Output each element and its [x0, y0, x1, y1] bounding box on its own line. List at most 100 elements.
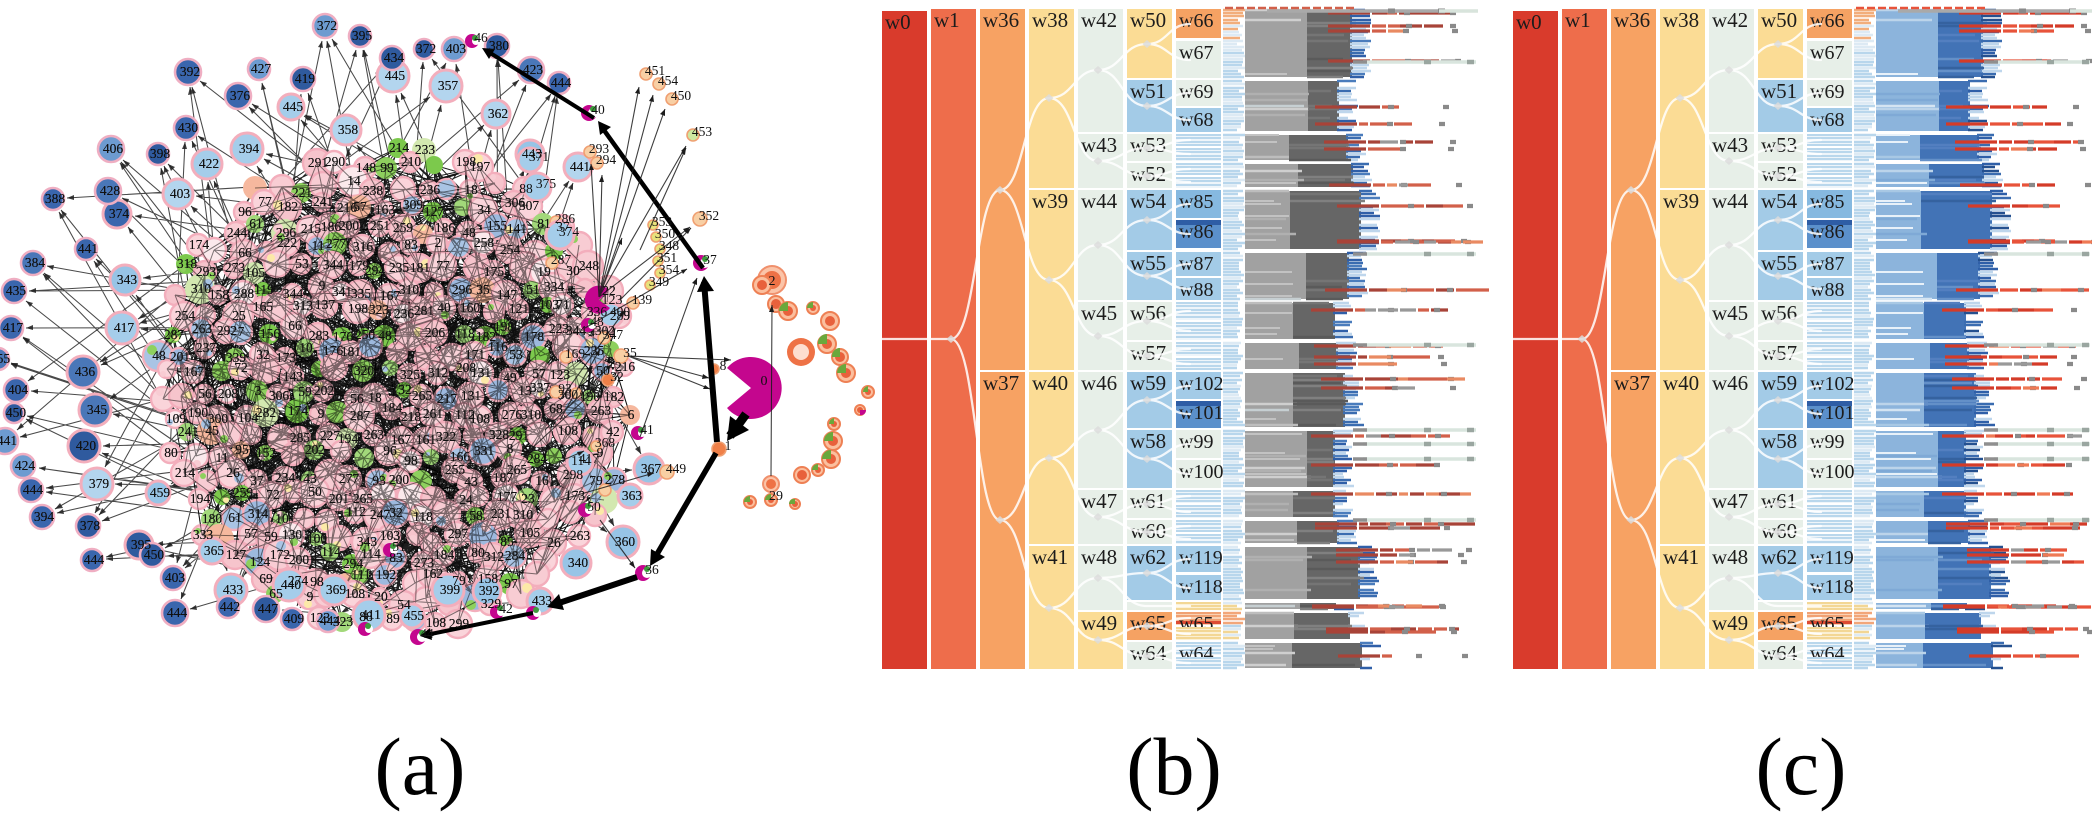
- svg-text:450: 450: [671, 88, 692, 103]
- svg-text:428: 428: [100, 183, 121, 198]
- svg-text:71: 71: [556, 297, 570, 312]
- svg-text:265: 265: [412, 388, 433, 403]
- svg-text:45: 45: [205, 423, 219, 438]
- svg-text:w69: w69: [1810, 81, 1844, 103]
- svg-text:w46: w46: [1712, 371, 1748, 395]
- svg-text:72: 72: [234, 360, 248, 375]
- svg-text:14: 14: [347, 173, 361, 188]
- svg-text:w40: w40: [1663, 371, 1699, 395]
- svg-text:14: 14: [347, 173, 361, 188]
- svg-text:167: 167: [184, 364, 205, 379]
- svg-text:312: 312: [484, 549, 504, 564]
- svg-text:69: 69: [259, 571, 273, 586]
- svg-text:181: 181: [410, 260, 430, 275]
- svg-text:57: 57: [244, 526, 258, 541]
- svg-text:18: 18: [464, 182, 478, 197]
- svg-text:83: 83: [404, 237, 418, 252]
- svg-text:66: 66: [238, 245, 252, 260]
- svg-text:w0: w0: [1516, 10, 1542, 34]
- svg-text:244: 244: [227, 225, 248, 240]
- svg-text:259: 259: [393, 220, 414, 235]
- svg-text:444: 444: [84, 552, 105, 567]
- svg-text:198: 198: [348, 301, 369, 316]
- svg-text:455: 455: [0, 351, 10, 366]
- svg-text:197: 197: [470, 159, 491, 174]
- svg-text:235: 235: [389, 260, 410, 275]
- svg-text:334: 334: [544, 279, 565, 294]
- svg-text:358: 358: [338, 122, 359, 137]
- svg-text:34: 34: [477, 202, 491, 217]
- svg-text:328: 328: [489, 427, 510, 442]
- svg-text:445: 445: [385, 68, 406, 83]
- svg-text:399: 399: [440, 582, 461, 597]
- svg-text:9: 9: [318, 406, 325, 421]
- svg-text:369: 369: [326, 582, 347, 597]
- svg-text:w51: w51: [1130, 79, 1166, 103]
- svg-text:w38: w38: [1032, 8, 1068, 32]
- svg-text:w54: w54: [1761, 189, 1798, 213]
- svg-text:96: 96: [383, 443, 397, 458]
- svg-text:96: 96: [238, 204, 252, 219]
- svg-text:238: 238: [363, 183, 384, 198]
- svg-text:w69: w69: [1179, 81, 1213, 103]
- svg-text:310: 310: [191, 281, 212, 296]
- svg-text:18: 18: [368, 390, 382, 405]
- svg-text:200: 200: [389, 472, 410, 487]
- svg-text:11: 11: [312, 238, 325, 253]
- svg-text:347: 347: [603, 327, 624, 342]
- svg-text:34: 34: [477, 202, 491, 217]
- svg-text:176: 176: [333, 329, 354, 344]
- svg-text:404: 404: [8, 382, 29, 397]
- svg-text:77: 77: [258, 194, 272, 209]
- svg-text:314: 314: [248, 506, 269, 521]
- svg-text:50: 50: [596, 363, 610, 378]
- svg-text:340: 340: [568, 555, 589, 570]
- svg-text:32: 32: [389, 505, 403, 520]
- svg-text:440: 440: [281, 577, 302, 592]
- svg-text:139: 139: [632, 292, 653, 307]
- svg-text:202: 202: [314, 383, 334, 398]
- svg-text:w41: w41: [1032, 545, 1068, 569]
- svg-text:40: 40: [591, 102, 605, 117]
- svg-text:w100: w100: [1179, 461, 1223, 483]
- svg-text:198: 198: [494, 319, 515, 334]
- svg-text:6: 6: [628, 407, 635, 422]
- svg-text:435: 435: [6, 283, 27, 298]
- svg-text:293: 293: [196, 264, 217, 279]
- svg-text:200: 200: [339, 218, 360, 233]
- svg-text:19: 19: [537, 264, 551, 279]
- svg-text:w88: w88: [1810, 279, 1844, 301]
- svg-text:423: 423: [523, 62, 544, 77]
- svg-text:108: 108: [345, 586, 366, 601]
- svg-text:97: 97: [504, 576, 518, 591]
- svg-text:180: 180: [202, 511, 223, 526]
- svg-text:310: 310: [513, 507, 534, 522]
- svg-text:291: 291: [308, 155, 328, 170]
- svg-text:173: 173: [276, 350, 297, 365]
- svg-text:w40: w40: [1032, 371, 1068, 395]
- svg-text:35: 35: [623, 345, 637, 360]
- svg-text:156: 156: [260, 326, 281, 341]
- svg-text:288: 288: [234, 286, 255, 301]
- svg-text:w59: w59: [1130, 371, 1166, 395]
- svg-text:118: 118: [455, 326, 475, 341]
- svg-text:51: 51: [526, 282, 540, 297]
- svg-text:99: 99: [380, 160, 394, 175]
- svg-text:294: 294: [365, 263, 386, 278]
- svg-text:w100: w100: [1810, 461, 1854, 483]
- svg-text:433: 433: [223, 582, 244, 597]
- svg-text:352: 352: [699, 208, 719, 223]
- svg-text:200: 200: [339, 218, 360, 233]
- svg-text:310: 310: [399, 282, 420, 297]
- svg-text:58: 58: [469, 508, 483, 523]
- svg-text:141: 141: [507, 221, 527, 236]
- svg-text:344: 344: [283, 286, 304, 301]
- svg-text:218: 218: [401, 409, 422, 424]
- svg-text:216: 216: [337, 200, 358, 215]
- svg-text:53: 53: [295, 256, 309, 271]
- svg-text:32: 32: [398, 382, 412, 397]
- svg-text:11: 11: [312, 238, 325, 253]
- svg-text:449: 449: [666, 461, 687, 476]
- svg-text:98: 98: [404, 453, 418, 468]
- svg-text:375: 375: [536, 176, 557, 191]
